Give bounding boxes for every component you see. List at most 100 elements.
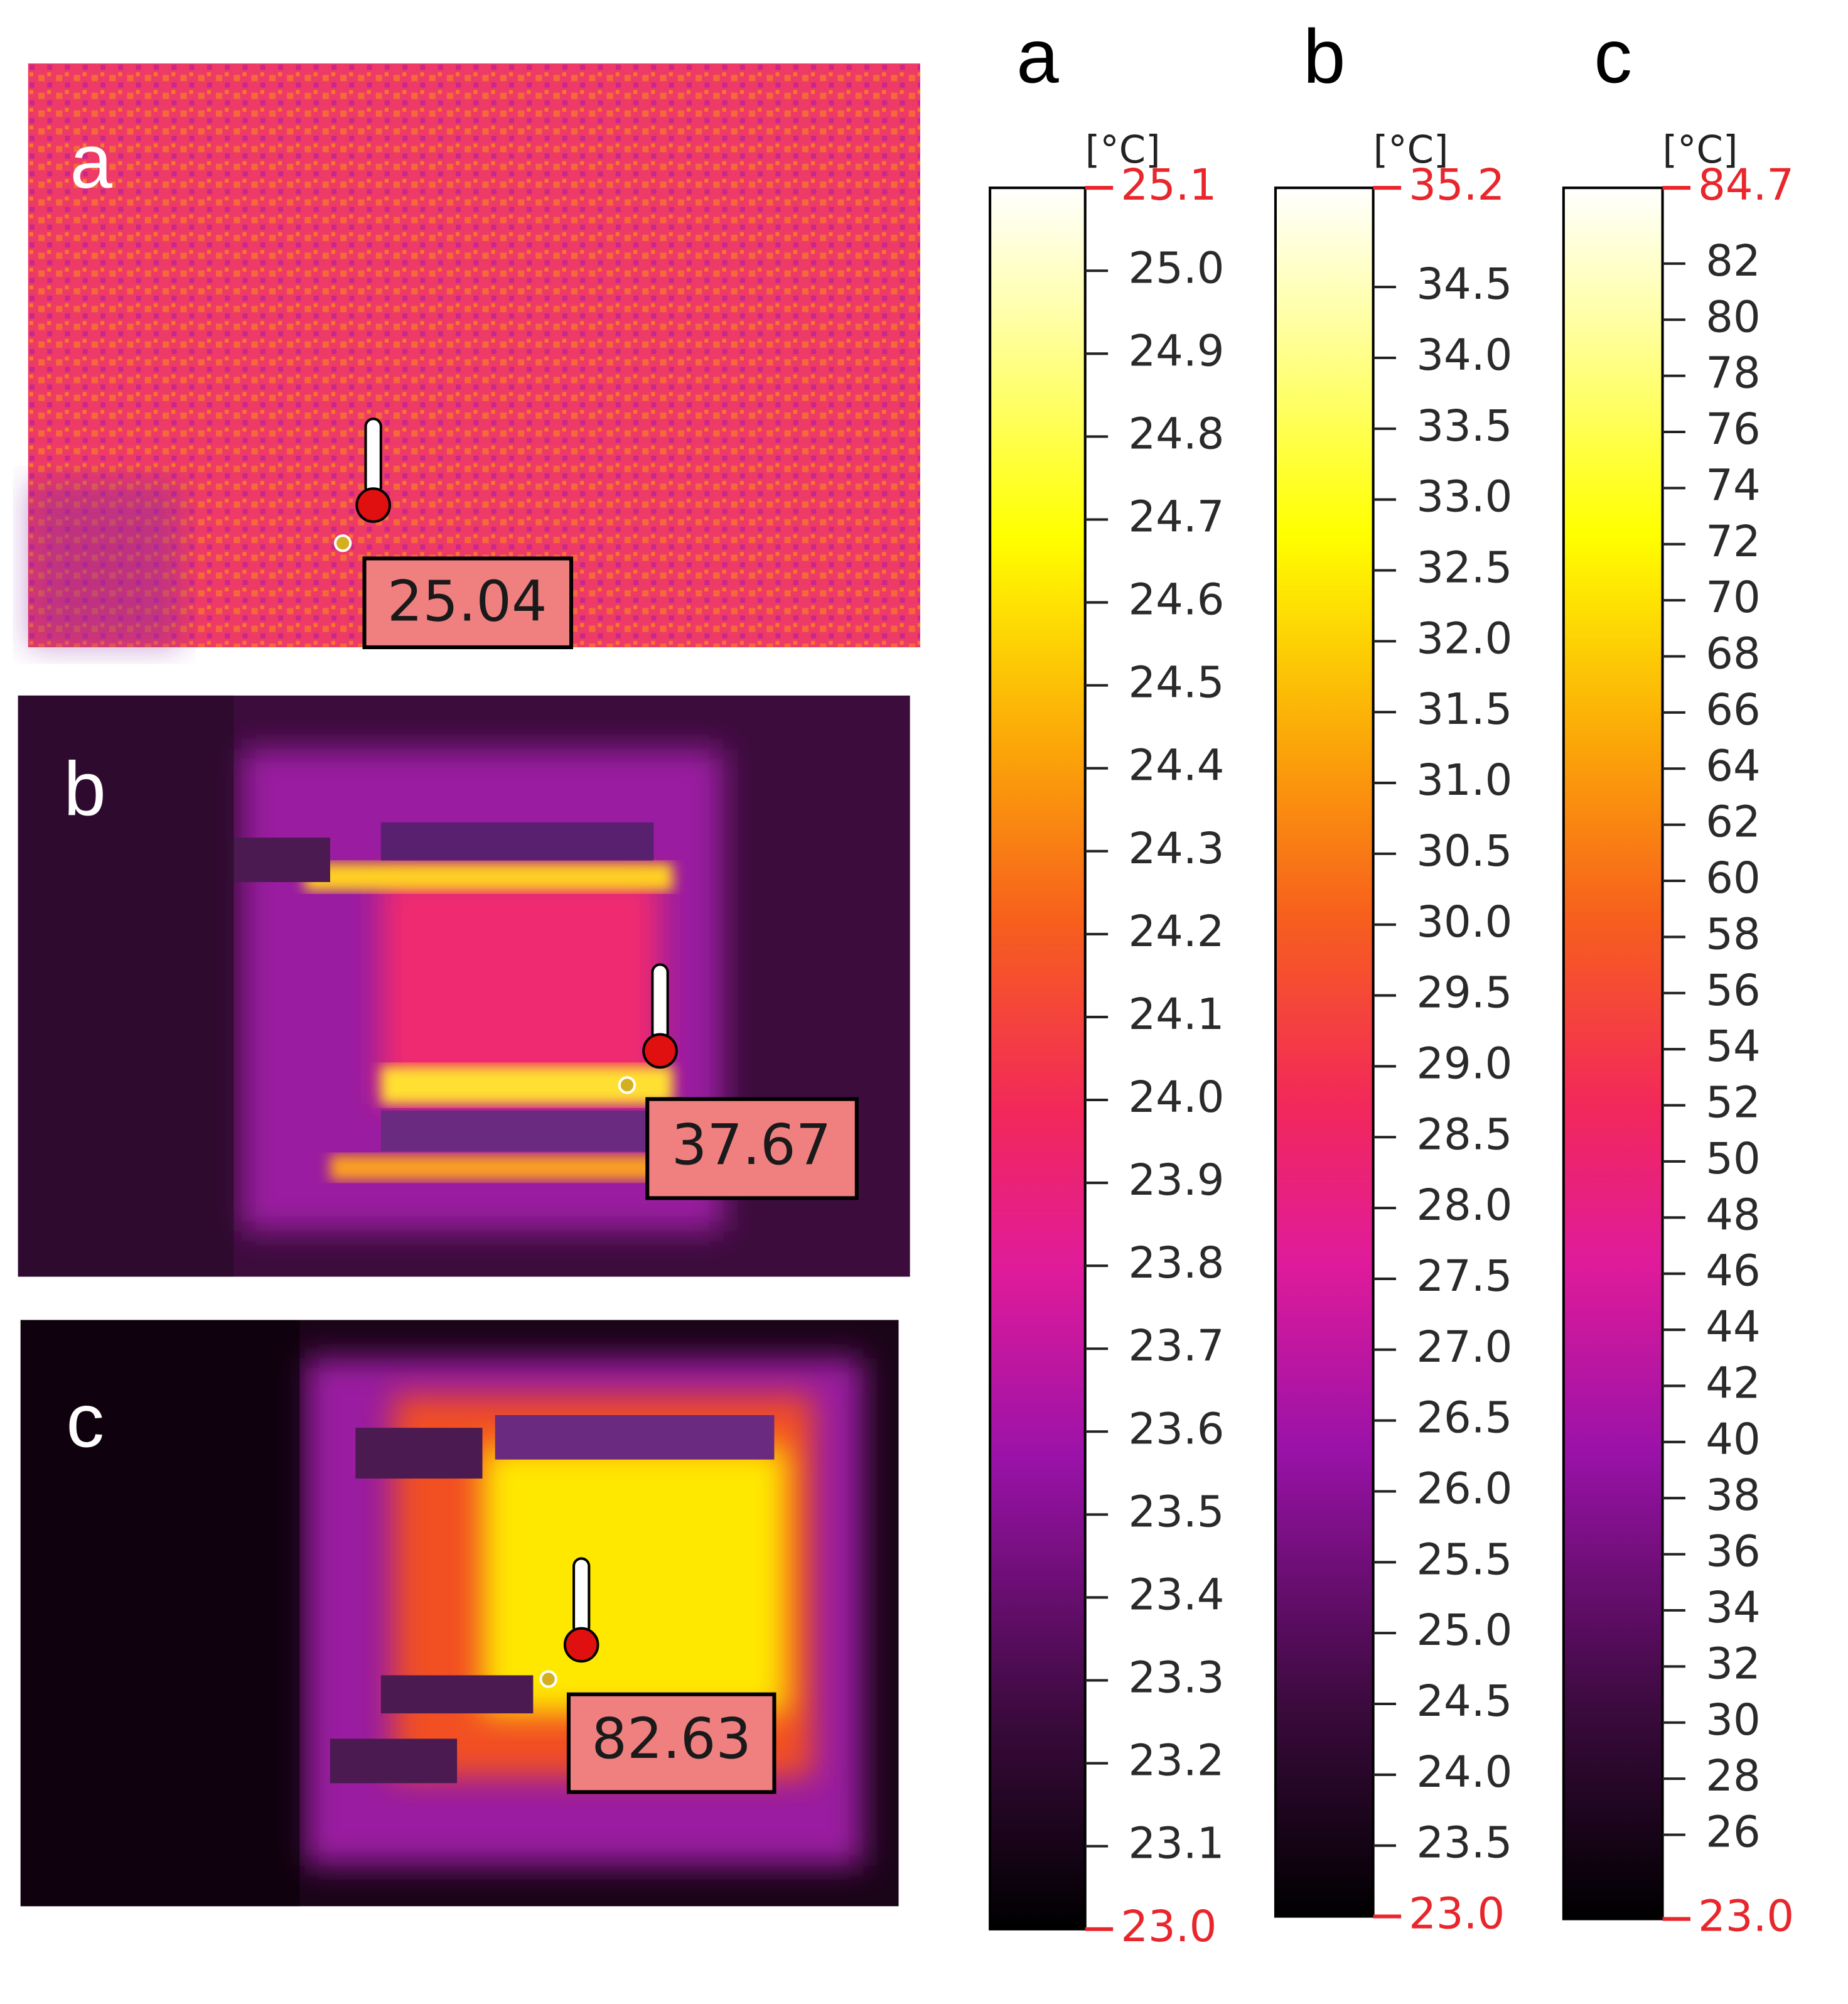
tick-label: 62 (1706, 797, 1760, 848)
thermal-image-a: a 25.04 (28, 63, 920, 650)
tick-label: 78 (1706, 348, 1760, 399)
tick-label: 24.7 (1128, 492, 1224, 542)
tick-label: 29.0 (1416, 1038, 1512, 1089)
tick-label: 32 (1706, 1639, 1760, 1689)
thermometer-icon (539, 1557, 599, 1688)
tick-label: 36 (1706, 1527, 1760, 1577)
tick-label: 64 (1706, 741, 1760, 791)
panel-label: c (66, 1378, 104, 1463)
tick-label: 58 (1706, 909, 1760, 959)
tick-label: 30.5 (1416, 826, 1512, 876)
tick-label: 70 (1706, 573, 1760, 623)
tick-label: 33.0 (1416, 472, 1512, 522)
tick-label: 23.5 (1416, 1818, 1512, 1868)
tick-label: 30.0 (1416, 897, 1512, 947)
tick-label: 31.0 (1416, 755, 1512, 805)
tick-label: 38 (1706, 1470, 1760, 1521)
panel-label: a (70, 119, 113, 204)
temperature-reading: 37.67 (672, 1112, 832, 1177)
tick-label: 23.9 (1128, 1155, 1224, 1205)
colorbar (1274, 186, 1375, 1918)
tick-label: 32.0 (1416, 613, 1512, 664)
tick-label: 26.0 (1416, 1463, 1512, 1514)
tick-label: 30 (1706, 1695, 1760, 1745)
limit-label: 84.7 (1698, 160, 1794, 210)
tick-label: 24.5 (1416, 1676, 1512, 1727)
tick-label: 23.1 (1128, 1819, 1224, 1869)
tick-label: 31.5 (1416, 684, 1512, 735)
limit-label: 23.0 (1409, 1889, 1505, 1939)
tick-label: 72 (1706, 517, 1760, 567)
tick-label: 42 (1706, 1358, 1760, 1408)
tick-label: 29.5 (1416, 968, 1512, 1018)
tick-label: 23.6 (1128, 1404, 1224, 1454)
limit-label: 23.0 (1698, 1892, 1794, 1942)
tick-label: 34.5 (1416, 259, 1512, 310)
tick-label: 52 (1706, 1078, 1760, 1128)
tick-label: 34 (1706, 1583, 1760, 1633)
tick-label: 24.9 (1128, 326, 1224, 376)
tick-label: 68 (1706, 629, 1760, 679)
temperature-reading: 25.04 (387, 569, 547, 634)
limit-label: 23.0 (1120, 1902, 1217, 1952)
tick-label: 28.0 (1416, 1180, 1512, 1231)
tick-label: 80 (1706, 292, 1760, 342)
colorbar-title: a (1016, 13, 1059, 99)
tick-label: 74 (1706, 460, 1760, 510)
tick-label: 24.0 (1128, 1072, 1224, 1123)
limit-label: 35.2 (1409, 160, 1505, 210)
tick-label: 25.5 (1416, 1534, 1512, 1585)
tick-label: 28 (1706, 1751, 1760, 1801)
tick-label: 23.3 (1128, 1653, 1224, 1703)
tick-label: 34.0 (1416, 330, 1512, 380)
tick-label: 24.6 (1128, 575, 1224, 625)
tick-label: 32.5 (1416, 543, 1512, 593)
tick-label: 60 (1706, 853, 1760, 903)
tick-label: 40 (1706, 1414, 1760, 1465)
tick-label: 27.0 (1416, 1322, 1512, 1372)
colorbar-title: b (1303, 13, 1345, 99)
tick-label: 24.1 (1128, 989, 1224, 1040)
tick-label: 82 (1706, 236, 1760, 286)
tick-label: 76 (1706, 404, 1760, 455)
tick-label: 23.5 (1128, 1487, 1224, 1537)
temperature-reading: 82.63 (591, 1706, 751, 1771)
tick-label: 27.5 (1416, 1251, 1512, 1301)
thermometer-icon (618, 963, 678, 1094)
tick-label: 24.5 (1128, 658, 1224, 708)
tick-label: 26.5 (1416, 1393, 1512, 1443)
tick-label: 25.0 (1416, 1605, 1512, 1656)
tick-label: 56 (1706, 966, 1760, 1016)
tick-label: 44 (1706, 1302, 1760, 1352)
tick-label: 33.5 (1416, 401, 1512, 451)
colorbar (1562, 186, 1664, 1921)
unit-label: [°C] (1085, 128, 1161, 172)
tick-label: 23.4 (1128, 1570, 1224, 1620)
tick-label: 26 (1706, 1807, 1760, 1858)
tick-label: 24.2 (1128, 907, 1224, 957)
tick-label: 28.5 (1416, 1109, 1512, 1160)
limit-label: 25.1 (1120, 160, 1217, 210)
unit-label: [°C] (1663, 128, 1738, 172)
tick-label: 23.8 (1128, 1238, 1224, 1288)
tick-label: 25.0 (1128, 243, 1224, 293)
thermal-image-b: b 37.67 (18, 695, 910, 1277)
tick-label: 24.0 (1416, 1747, 1512, 1797)
colorbar (989, 186, 1087, 1931)
tick-label: 24.8 (1128, 409, 1224, 459)
tick-label: 54 (1706, 1021, 1760, 1072)
panel-label: b (63, 746, 105, 831)
thermal-image-c: c 82.63 (20, 1320, 899, 1907)
tick-label: 23.7 (1128, 1321, 1224, 1371)
thermometer-icon (333, 418, 391, 552)
tick-label: 46 (1706, 1246, 1760, 1296)
tick-label: 50 (1706, 1134, 1760, 1184)
unit-label: [°C] (1373, 128, 1449, 172)
colorbar-title: c (1594, 13, 1632, 99)
tick-label: 66 (1706, 685, 1760, 735)
tick-label: 24.4 (1128, 741, 1224, 791)
tick-label: 24.3 (1128, 824, 1224, 874)
tick-label: 48 (1706, 1190, 1760, 1240)
tick-label: 23.2 (1128, 1736, 1224, 1786)
